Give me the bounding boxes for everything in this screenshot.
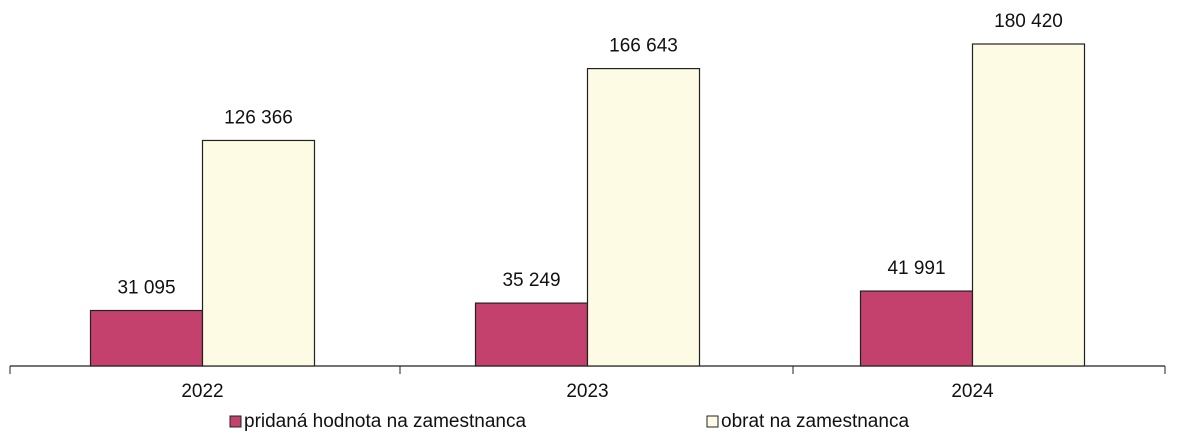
bar [474, 302, 589, 367]
legend-label: pridaná hodnota na zamestnanca [244, 411, 526, 432]
legend-swatch [706, 415, 719, 428]
bar [201, 139, 316, 367]
x-tick-label: 2023 [566, 381, 608, 402]
legend-swatch [229, 415, 242, 428]
value-label: 180 420 [994, 11, 1063, 32]
value-label: 166 643 [609, 36, 678, 57]
bar [971, 43, 1086, 367]
value-label: 126 366 [224, 107, 293, 128]
bar [89, 309, 204, 367]
value-label: 31 095 [117, 278, 175, 299]
legend-label: obrat na zamestnanca [721, 411, 909, 432]
value-label: 41 991 [887, 258, 945, 279]
x-tick-label: 2022 [181, 381, 223, 402]
value-label: 35 249 [502, 270, 560, 291]
bar [859, 290, 974, 367]
bar [586, 67, 701, 367]
x-tick-label: 2024 [951, 381, 994, 402]
